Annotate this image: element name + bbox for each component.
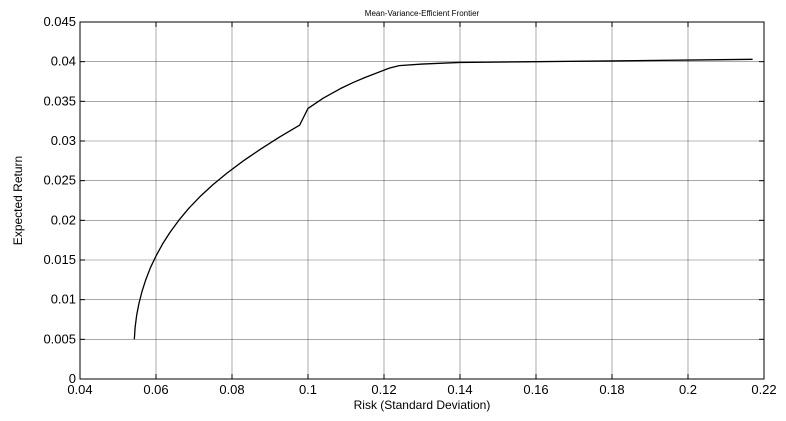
y-tick-label: 0.015 bbox=[43, 252, 76, 267]
y-tick-label: 0.045 bbox=[43, 14, 76, 29]
grid-layer bbox=[80, 22, 764, 379]
x-tick-label: 0.18 bbox=[599, 382, 624, 397]
y-tick-label: 0.01 bbox=[51, 292, 76, 307]
x-axis-title: Risk (Standard Deviation) bbox=[354, 398, 491, 412]
y-tick-label: 0 bbox=[69, 371, 76, 386]
y-tick-label: 0.035 bbox=[43, 93, 76, 108]
x-tick-label: 0.2 bbox=[679, 382, 697, 397]
x-tick-label: 0.08 bbox=[219, 382, 244, 397]
ticks-layer: 0.04 0.06 0.08 0.1 0.12 0.14 0.16 0.18 0.2 0.2200… bbox=[43, 14, 776, 397]
chart-title: Mean-Variance-Efficient Frontier bbox=[365, 9, 480, 18]
x-tick-label: 0.14 bbox=[447, 382, 472, 397]
y-tick-label: 0.03 bbox=[51, 133, 76, 148]
y-axis-title: Expected Return bbox=[11, 156, 25, 245]
y-tick-label: 0.04 bbox=[51, 54, 76, 69]
x-tick-label: 0.12 bbox=[371, 382, 396, 397]
x-tick-label: 0.04 bbox=[67, 382, 92, 397]
plot-frame bbox=[79, 21, 765, 380]
frontier-line bbox=[133, 58, 753, 340]
x-tick-label: 0.22 bbox=[751, 382, 776, 397]
x-tick-label: 0.06 bbox=[143, 382, 168, 397]
y-tick-label: 0.02 bbox=[51, 212, 76, 227]
y-tick-label: 0.025 bbox=[43, 173, 76, 188]
y-tick-label: 0.005 bbox=[43, 331, 76, 346]
series-layer bbox=[133, 58, 753, 340]
x-tick-label: 0.16 bbox=[523, 382, 548, 397]
x-tick-label: 0.1 bbox=[299, 382, 317, 397]
